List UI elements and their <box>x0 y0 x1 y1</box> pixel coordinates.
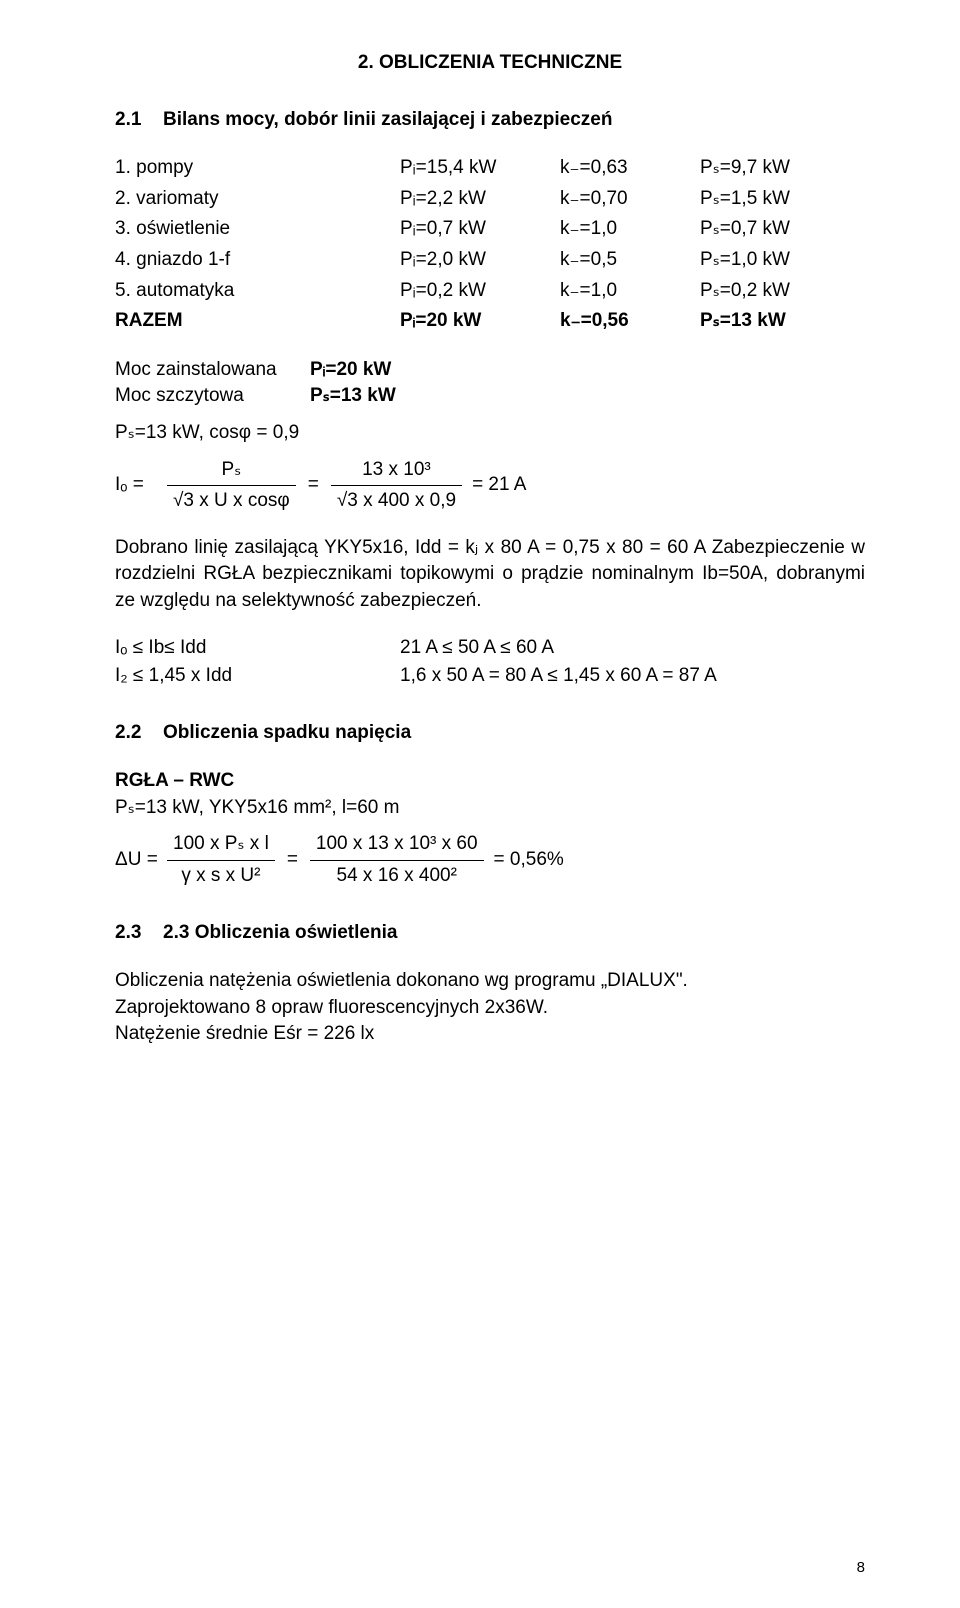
load-label: 2. variomaty <box>115 186 400 213</box>
io-result: = 21 A <box>462 472 526 499</box>
peak-power: Moc szczytowa Pₛ=13 kW <box>115 383 865 410</box>
cond2-left: I₂ ≤ 1,45 x Idd <box>115 663 400 690</box>
rgla-heading: RGŁA – RWC <box>115 768 865 795</box>
section-number: 2.3 <box>115 920 163 947</box>
page-number: 8 <box>857 1557 865 1578</box>
load-row-sum: RAZEM Pᵢ=20 kW k₋=0,56 Pₛ=13 kW <box>115 308 865 335</box>
load-row: 4. gniazdo 1-f Pᵢ=2,0 kW k₋=0,5 Pₛ=1,0 k… <box>115 247 865 274</box>
io-frac1-bot: √3 x U x cosφ <box>167 486 296 515</box>
load-pi: Pᵢ=0,7 kW <box>400 216 560 243</box>
load-pi: Pᵢ=15,4 kW <box>400 155 560 182</box>
load-ps: Pₛ=0,7 kW <box>700 216 865 243</box>
load-label: RAZEM <box>115 308 400 335</box>
load-kz: k₋=0,5 <box>560 247 700 274</box>
section-title: Obliczenia spadku napięcia <box>163 722 411 743</box>
section-number: 2.2 <box>115 720 163 747</box>
installed-power-value: Pᵢ=20 kW <box>310 357 391 384</box>
load-pi: Pᵢ=20 kW <box>400 308 560 335</box>
load-kz: k₋=1,0 <box>560 216 700 243</box>
du-frac1-bot: γ x s x U² <box>175 861 266 890</box>
equals-sign: = <box>275 847 310 874</box>
du-frac2-top: 100 x 13 x 10³ x 60 <box>310 831 484 860</box>
load-ps: Pₛ=1,5 kW <box>700 186 865 213</box>
load-kz: k₋=0,63 <box>560 155 700 182</box>
load-label: 5. automatyka <box>115 278 400 305</box>
load-kz: k₋=0,56 <box>560 308 700 335</box>
du-fraction-2: 100 x 13 x 10³ x 60 54 x 16 x 400² <box>310 831 484 889</box>
du-fraction-1: 100 x Pₛ x l γ x s x U² <box>167 831 275 889</box>
load-ps: Pₛ=13 kW <box>700 308 865 335</box>
section-2-1-heading: 2.1Bilans mocy, dobór linii zasilającej … <box>115 107 865 134</box>
load-pi: Pᵢ=2,2 kW <box>400 186 560 213</box>
section-2-2-heading: 2.2Obliczenia spadku napięcia <box>115 720 865 747</box>
load-ps: Pₛ=0,2 kW <box>700 278 865 305</box>
io-lhs: Iₒ = <box>115 472 167 499</box>
condition-row-1: Iₒ ≤ Ib≤ Idd 21 A ≤ 50 A ≤ 60 A <box>115 635 865 662</box>
du-frac2-bot: 54 x 16 x 400² <box>331 861 463 890</box>
section-2-3-heading: 2.32.3 Obliczenia oświetlenia <box>115 920 865 947</box>
section-title: 2.3 Obliczenia oświetlenia <box>163 922 397 943</box>
section-number: 2.1 <box>115 107 163 134</box>
condition-row-2: I₂ ≤ 1,45 x Idd 1,6 x 50 A = 80 A ≤ 1,45… <box>115 663 865 690</box>
du-lhs: ΔU = <box>115 847 167 874</box>
load-label: 4. gniazdo 1-f <box>115 247 400 274</box>
load-row: 2. variomaty Pᵢ=2,2 kW k₋=0,70 Pₛ=1,5 kW <box>115 186 865 213</box>
du-result: = 0,56% <box>484 847 564 874</box>
du-formula: ΔU = 100 x Pₛ x l γ x s x U² = 100 x 13 … <box>115 831 865 889</box>
cond1-left: Iₒ ≤ Ib≤ Idd <box>115 635 400 662</box>
io-frac2-top: 13 x 10³ <box>356 457 437 486</box>
load-kz: k₋=1,0 <box>560 278 700 305</box>
io-fraction-1: Pₛ √3 x U x cosφ <box>167 457 296 515</box>
rgla-params: Pₛ=13 kW, YKY5x16 mm², l=60 m <box>115 795 865 822</box>
io-frac1-top: Pₛ <box>215 457 247 486</box>
load-ps: Pₛ=1,0 kW <box>700 247 865 274</box>
section-title: Bilans mocy, dobór linii zasilającej i z… <box>163 109 612 130</box>
power-summary: Moc zainstalowana Pᵢ=20 kW Moc szczytowa… <box>115 357 865 410</box>
load-kz: k₋=0,70 <box>560 186 700 213</box>
load-label: 1. pompy <box>115 155 400 182</box>
du-frac1-top: 100 x Pₛ x l <box>167 831 275 860</box>
load-ps: Pₛ=9,7 kW <box>700 155 865 182</box>
load-pi: Pᵢ=0,2 kW <box>400 278 560 305</box>
load-row: 1. pompy Pᵢ=15,4 kW k₋=0,63 Pₛ=9,7 kW <box>115 155 865 182</box>
cond2-right: 1,6 x 50 A = 80 A ≤ 1,45 x 60 A = 87 A <box>400 663 717 690</box>
ps-cos-line: Pₛ=13 kW, cosφ = 0,9 <box>115 420 865 447</box>
io-fraction-2: 13 x 10³ √3 x 400 x 0,9 <box>331 457 462 515</box>
load-label: 3. oświetlenie <box>115 216 400 243</box>
load-row: 3. oświetlenie Pᵢ=0,7 kW k₋=1,0 Pₛ=0,7 k… <box>115 216 865 243</box>
load-pi: Pᵢ=2,0 kW <box>400 247 560 274</box>
installed-power-label: Moc zainstalowana <box>115 357 310 384</box>
cond1-right: 21 A ≤ 50 A ≤ 60 A <box>400 635 554 662</box>
cable-paragraph: Dobrano linię zasilającą YKY5x16, Idd = … <box>115 535 865 615</box>
lighting-line-2: Zaprojektowano 8 opraw fluorescencyjnych… <box>115 995 865 1022</box>
peak-power-value: Pₛ=13 kW <box>310 383 396 410</box>
installed-power: Moc zainstalowana Pᵢ=20 kW <box>115 357 865 384</box>
equals-sign: = <box>296 472 331 499</box>
document-page: 2. OBLICZENIA TECHNICZNE 2.1Bilans mocy,… <box>0 0 960 1608</box>
load-row: 5. automatyka Pᵢ=0,2 kW k₋=1,0 Pₛ=0,2 kW <box>115 278 865 305</box>
io-formula: Iₒ = Pₛ √3 x U x cosφ = 13 x 10³ √3 x 40… <box>115 457 865 515</box>
peak-power-label: Moc szczytowa <box>115 383 310 410</box>
lighting-line-1: Obliczenia natężenia oświetlenia dokonan… <box>115 968 865 995</box>
lighting-line-3: Natężenie średnie Eśr = 226 lx <box>115 1021 865 1048</box>
io-frac2-bot: √3 x 400 x 0,9 <box>331 486 462 515</box>
main-heading: 2. OBLICZENIA TECHNICZNE <box>115 50 865 77</box>
